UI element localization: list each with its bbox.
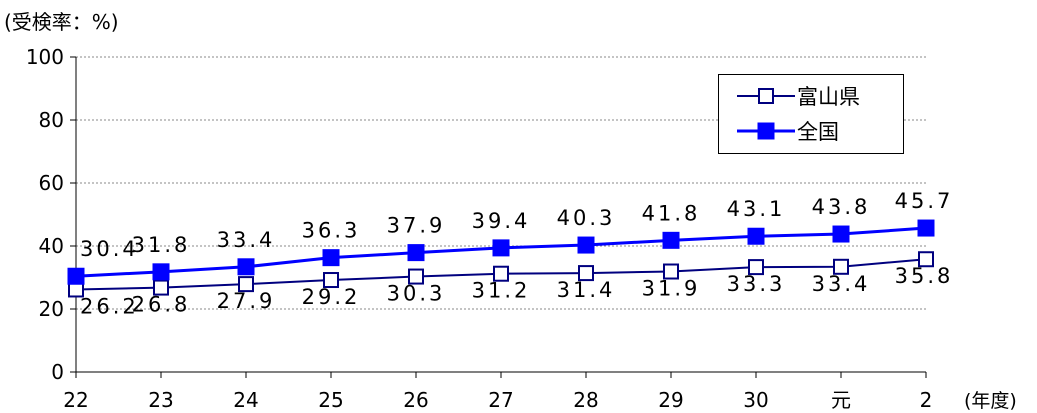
data-point-0-8 xyxy=(748,259,764,276)
data-point-0-3 xyxy=(323,272,339,289)
x-tick-label: 24 xyxy=(233,388,258,412)
x-tick-label: 2 xyxy=(920,388,933,412)
y-tick-label: 0 xyxy=(51,360,64,384)
data-label-1-5: 39.4 xyxy=(472,209,531,233)
x-tick-label: 30 xyxy=(743,388,768,412)
data-label-1-0: 30.4 xyxy=(80,237,139,261)
data-label-0-1: 26.8 xyxy=(132,293,191,317)
data-point-0-1 xyxy=(153,279,169,296)
y-tick-label: 20 xyxy=(39,297,64,321)
data-point-1-3 xyxy=(322,249,340,267)
data-label-0-4: 30.3 xyxy=(387,282,446,306)
x-tick-label: 22 xyxy=(63,388,88,412)
y-tick-label: 100 xyxy=(26,45,64,69)
legend: 富山県 全国 xyxy=(718,74,904,154)
data-point-1-5 xyxy=(492,239,510,257)
data-point-0-10 xyxy=(918,251,934,268)
data-point-1-1 xyxy=(152,263,170,281)
data-label-0-3: 29.2 xyxy=(302,285,361,309)
data-label-1-6: 40.3 xyxy=(557,206,616,230)
legend-label-national: 全国 xyxy=(797,120,839,144)
x-tick-label: 25 xyxy=(318,388,343,412)
data-label-1-3: 36.3 xyxy=(302,219,361,243)
data-label-0-5: 31.2 xyxy=(472,279,531,303)
y-tick-label: 60 xyxy=(39,171,64,195)
legend-swatch-national xyxy=(737,122,795,140)
data-label-1-1: 31.8 xyxy=(132,233,191,257)
legend-item-national: 全国 xyxy=(719,113,903,149)
data-label-0-6: 31.4 xyxy=(557,278,616,302)
y-tick-label: 80 xyxy=(39,108,64,132)
data-label-0-9: 33.4 xyxy=(812,272,871,296)
data-point-0-5 xyxy=(493,265,509,282)
data-label-1-8: 43.1 xyxy=(727,197,786,221)
data-point-1-2 xyxy=(237,258,255,276)
data-point-0-9 xyxy=(833,258,849,275)
y-axis-title: (受検率：%) xyxy=(4,10,119,34)
data-point-0-7 xyxy=(663,263,679,280)
data-label-0-2: 27.9 xyxy=(217,289,276,313)
data-label-0-8: 33.3 xyxy=(727,272,786,296)
data-label-1-2: 33.4 xyxy=(217,228,276,252)
data-point-0-6 xyxy=(578,265,594,282)
data-point-1-8 xyxy=(747,227,765,245)
data-label-1-4: 37.9 xyxy=(387,214,446,238)
data-label-1-7: 41.8 xyxy=(642,201,701,225)
x-tick-label: 27 xyxy=(488,388,513,412)
data-point-0-2 xyxy=(238,276,254,293)
legend-label-toyama: 富山県 xyxy=(797,85,860,109)
x-tick-label: 23 xyxy=(148,388,173,412)
data-point-1-6 xyxy=(577,236,595,254)
data-label-0-0: 26.2 xyxy=(80,294,139,318)
data-label-1-10: 45.7 xyxy=(895,189,954,213)
x-axis-title: (年度) xyxy=(964,390,1017,412)
data-label-0-10: 35.8 xyxy=(895,264,954,288)
data-point-0-4 xyxy=(408,268,424,285)
x-tick-label: 26 xyxy=(403,388,428,412)
data-point-1-7 xyxy=(662,231,680,249)
data-point-1-0 xyxy=(67,267,85,285)
legend-swatch-toyama xyxy=(737,88,795,104)
legend-item-toyama: 富山県 xyxy=(719,78,903,114)
data-point-1-9 xyxy=(832,225,850,243)
x-tick-label: 28 xyxy=(573,388,598,412)
data-label-0-7: 31.9 xyxy=(642,277,701,301)
data-label-1-9: 43.8 xyxy=(812,195,871,219)
x-tick-label: 29 xyxy=(658,388,683,412)
y-tick-label: 40 xyxy=(39,234,64,258)
data-point-1-4 xyxy=(407,244,425,262)
x-tick-label: 元 xyxy=(831,388,851,412)
data-point-1-10 xyxy=(917,219,935,237)
